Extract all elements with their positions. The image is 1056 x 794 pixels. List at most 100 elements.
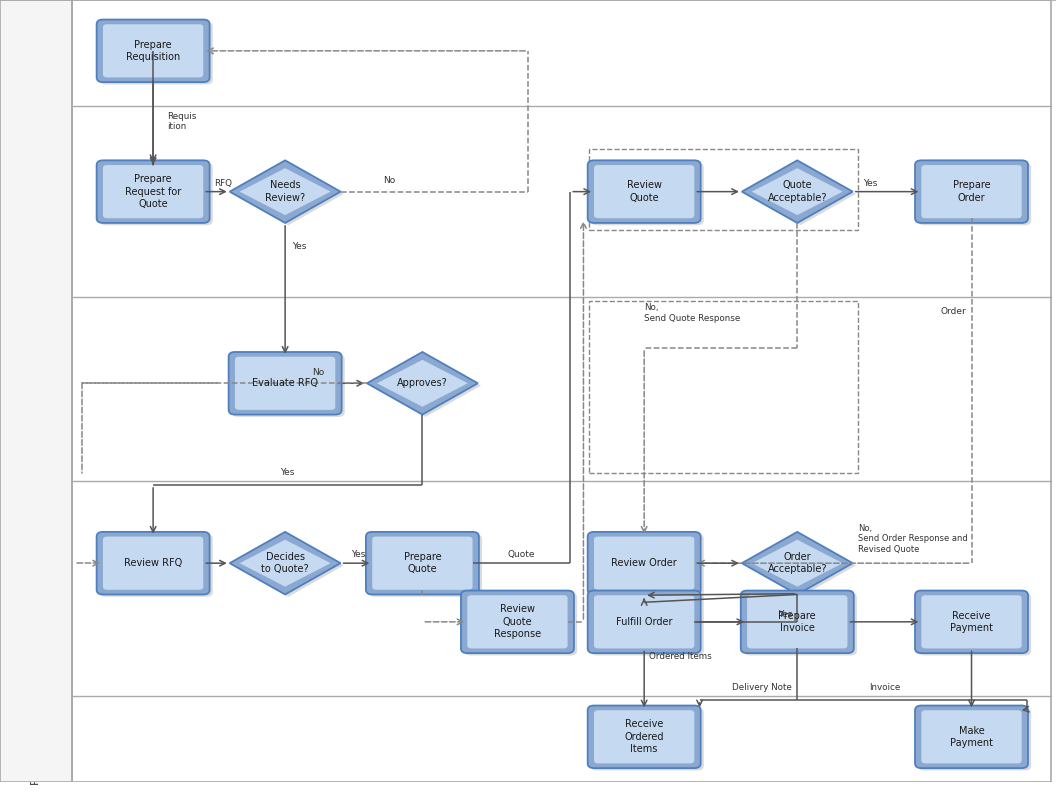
Text: Make
Payment: Make Payment [950,726,993,748]
Polygon shape [233,534,344,597]
FancyBboxPatch shape [919,708,1031,770]
Polygon shape [367,352,478,414]
FancyBboxPatch shape [591,708,703,770]
Polygon shape [240,168,331,215]
FancyBboxPatch shape [461,591,574,653]
Text: Superintendent: Superintendent [31,345,41,433]
Text: Delivery Note: Delivery Note [732,683,792,692]
Text: No,
Send Order Response and
Revised Quote: No, Send Order Response and Revised Quot… [857,524,967,553]
FancyBboxPatch shape [99,22,212,84]
Text: Evaluate RFQ: Evaluate RFQ [252,378,318,388]
Text: Invoice: Invoice [869,683,900,692]
Polygon shape [746,534,856,597]
Text: Vendor: Vendor [31,569,41,608]
Text: Review Order: Review Order [611,558,677,569]
Text: No: No [313,368,325,377]
FancyBboxPatch shape [99,534,212,597]
Text: Receive
Payment: Receive Payment [950,611,993,633]
Polygon shape [230,532,340,595]
Text: Requis
ition: Requis ition [167,111,196,131]
Text: RFQ: RFQ [213,179,232,187]
FancyBboxPatch shape [921,596,1022,649]
Text: Quote: Quote [508,550,535,559]
Polygon shape [752,168,843,215]
Text: Needs
Review?: Needs Review? [265,180,305,202]
Bar [72,0,1051,106]
Text: Prepare
Requisition: Prepare Requisition [126,40,181,62]
Text: Quote
Acceptable?: Quote Acceptable? [768,180,827,202]
Polygon shape [741,532,853,595]
FancyBboxPatch shape [914,706,1029,768]
FancyBboxPatch shape [593,596,695,649]
FancyBboxPatch shape [96,532,209,595]
FancyBboxPatch shape [235,357,336,410]
FancyBboxPatch shape [587,591,701,653]
FancyBboxPatch shape [103,25,203,78]
Text: Review
Quote
Response: Review Quote Response [494,604,541,639]
Text: Review
Quote: Review Quote [626,180,662,202]
Text: Yes: Yes [351,550,365,559]
Polygon shape [377,360,468,407]
FancyBboxPatch shape [743,593,857,656]
Text: Review RFQ: Review RFQ [124,558,183,569]
FancyBboxPatch shape [103,165,203,218]
FancyBboxPatch shape [96,160,209,223]
Polygon shape [240,540,331,587]
FancyBboxPatch shape [232,354,344,417]
FancyBboxPatch shape [587,532,701,595]
FancyBboxPatch shape [914,160,1029,223]
Text: Order
Acceptable?: Order Acceptable? [768,552,827,574]
Text: Receiving Agent: Receiving Agent [31,694,41,784]
Text: No,
Send Quote Response: No, Send Quote Response [644,303,740,322]
FancyBboxPatch shape [103,537,203,590]
FancyBboxPatch shape [593,710,695,763]
FancyBboxPatch shape [593,537,695,590]
FancyBboxPatch shape [465,593,578,656]
Polygon shape [752,540,843,587]
Bar [589,149,857,230]
FancyBboxPatch shape [748,596,847,649]
FancyBboxPatch shape [587,160,701,223]
Bar [72,481,1051,696]
Text: Order: Order [941,306,966,316]
Text: Prepare
Invoice: Prepare Invoice [778,611,816,633]
Bar [589,301,857,473]
Polygon shape [746,163,856,225]
FancyBboxPatch shape [591,163,703,225]
Text: Prepare
Quote: Prepare Quote [403,552,441,574]
FancyBboxPatch shape [373,537,473,590]
Polygon shape [371,354,482,417]
Text: Yes: Yes [864,179,878,187]
FancyBboxPatch shape [370,534,482,597]
Text: Receive
Ordered
Items: Receive Ordered Items [624,719,664,754]
Text: Yes: Yes [777,610,792,619]
FancyBboxPatch shape [919,593,1031,656]
Text: Yes: Yes [293,242,307,251]
FancyBboxPatch shape [591,534,703,597]
Bar [0,0,72,782]
Text: Ship Officer: Ship Officer [31,20,41,86]
Text: Prepare
Request for
Quote: Prepare Request for Quote [125,174,182,209]
FancyBboxPatch shape [587,706,701,768]
FancyBboxPatch shape [914,591,1029,653]
FancyBboxPatch shape [593,165,695,218]
Text: Yes: Yes [281,468,295,477]
FancyBboxPatch shape [468,596,568,649]
Text: Fulfill Order: Fulfill Order [616,617,673,626]
Text: Prepare
Order: Prepare Order [953,180,991,202]
Text: Decides
to Quote?: Decides to Quote? [261,552,309,574]
Text: No: No [383,176,395,185]
Bar [72,297,1051,481]
FancyBboxPatch shape [99,163,212,225]
Text: Buyer Agent: Buyer Agent [31,167,41,236]
FancyBboxPatch shape [921,710,1022,763]
Polygon shape [233,163,344,225]
Polygon shape [741,160,853,223]
FancyBboxPatch shape [921,165,1022,218]
Bar [72,106,1051,297]
Text: Ordered Items: Ordered Items [649,653,712,661]
FancyBboxPatch shape [919,163,1031,225]
Polygon shape [230,160,340,223]
FancyBboxPatch shape [591,593,703,656]
Text: Approves?: Approves? [397,378,448,388]
